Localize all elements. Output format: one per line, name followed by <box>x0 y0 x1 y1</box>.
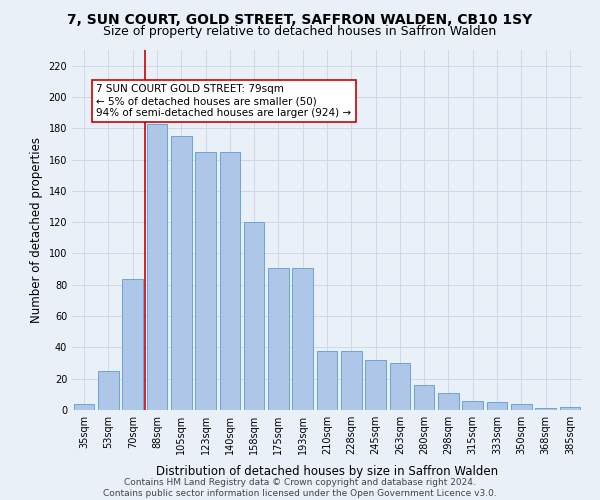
Bar <box>317 350 337 410</box>
Bar <box>535 408 556 410</box>
Bar <box>438 393 459 410</box>
Bar <box>511 404 532 410</box>
X-axis label: Distribution of detached houses by size in Saffron Walden: Distribution of detached houses by size … <box>156 466 498 478</box>
Bar <box>122 278 143 410</box>
Text: Contains HM Land Registry data © Crown copyright and database right 2024.
Contai: Contains HM Land Registry data © Crown c… <box>103 478 497 498</box>
Bar <box>220 152 240 410</box>
Bar <box>171 136 191 410</box>
Text: 7, SUN COURT, GOLD STREET, SAFFRON WALDEN, CB10 1SY: 7, SUN COURT, GOLD STREET, SAFFRON WALDE… <box>67 12 533 26</box>
Bar <box>146 124 167 410</box>
Bar <box>268 268 289 410</box>
Bar <box>365 360 386 410</box>
Bar <box>341 350 362 410</box>
Bar <box>414 385 434 410</box>
Bar <box>292 268 313 410</box>
Bar <box>74 404 94 410</box>
Bar <box>487 402 508 410</box>
Text: Size of property relative to detached houses in Saffron Walden: Size of property relative to detached ho… <box>103 25 497 38</box>
Y-axis label: Number of detached properties: Number of detached properties <box>30 137 43 323</box>
Bar <box>98 371 119 410</box>
Bar <box>560 407 580 410</box>
Bar <box>463 400 483 410</box>
Text: 7 SUN COURT GOLD STREET: 79sqm
← 5% of detached houses are smaller (50)
94% of s: 7 SUN COURT GOLD STREET: 79sqm ← 5% of d… <box>96 84 352 117</box>
Bar <box>389 363 410 410</box>
Bar <box>244 222 265 410</box>
Bar <box>195 152 216 410</box>
